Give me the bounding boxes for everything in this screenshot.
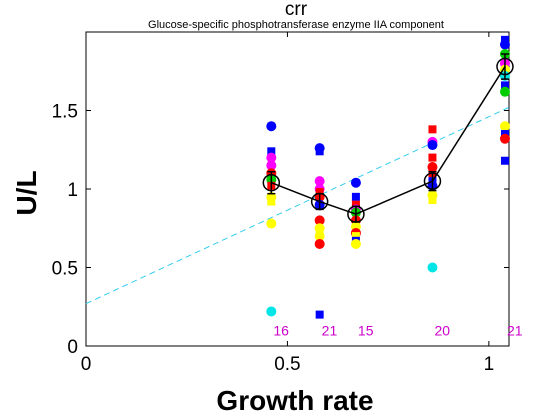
data-point-circle xyxy=(266,160,277,171)
data-point-circle xyxy=(266,121,277,132)
data-point-square xyxy=(500,156,509,165)
data-point-circle xyxy=(499,86,510,97)
data-point-circle xyxy=(314,238,325,249)
mean-line xyxy=(271,66,506,215)
data-point-circle xyxy=(350,177,361,188)
points-layer xyxy=(266,35,510,319)
ticks-layer: 0 0.5 1 0 0.5 1 1.5 xyxy=(52,32,509,375)
y-tick-label: 1 xyxy=(67,180,78,201)
y-tick-label: 0.5 xyxy=(52,259,78,280)
axes-box xyxy=(85,31,510,347)
x-tick-label: 0 xyxy=(81,354,92,375)
mean-marker xyxy=(347,205,365,223)
sample-count-label: 20 xyxy=(434,322,450,338)
data-point-circle xyxy=(266,306,277,317)
mean-line-layer xyxy=(262,53,514,223)
mean-marker xyxy=(310,192,329,211)
data-point-square xyxy=(267,197,276,206)
y-tick-label: 0 xyxy=(67,337,78,358)
data-point-square xyxy=(267,147,276,156)
y-tick-label: 1.5 xyxy=(52,102,78,123)
data-point-circle xyxy=(499,39,510,50)
data-point-square xyxy=(315,310,324,319)
count-label-layer: 16 21 15 20 21 xyxy=(273,322,522,338)
data-point-circle xyxy=(266,152,277,163)
data-point-circle xyxy=(499,133,510,144)
sample-count-label: 15 xyxy=(358,322,374,338)
mean-marker xyxy=(496,57,514,76)
data-point-square xyxy=(428,153,437,162)
plot-area: 16 21 15 20 21 0 0.5 1 0 0.5 1 1.5 xyxy=(52,31,523,375)
data-point-square xyxy=(315,147,324,156)
mean-marker xyxy=(423,172,442,190)
sample-count-label: 21 xyxy=(507,322,523,338)
chart-title: crr xyxy=(285,0,308,20)
data-point-square xyxy=(351,232,360,241)
data-point-square xyxy=(351,192,360,201)
y-axis-title: U/L xyxy=(11,170,42,215)
data-point-circle xyxy=(314,176,325,187)
data-point-circle xyxy=(427,262,438,273)
data-point-square xyxy=(500,81,509,90)
fit-line xyxy=(85,106,510,305)
x-tick-label: 1 xyxy=(484,354,495,375)
data-point-circle xyxy=(314,215,325,226)
data-point-circle xyxy=(499,121,510,132)
fit-line-layer xyxy=(85,106,510,305)
data-point-circle xyxy=(350,238,361,249)
data-point-square xyxy=(428,125,437,134)
mean-marker xyxy=(262,173,281,192)
sample-count-label: 16 xyxy=(273,322,289,338)
x-tick-label: 0.5 xyxy=(274,354,300,375)
data-point-circle xyxy=(266,218,277,229)
data-point-circle xyxy=(314,231,325,242)
sample-count-label: 21 xyxy=(322,322,338,338)
data-point-circle xyxy=(427,140,438,151)
data-point-square xyxy=(428,195,437,204)
chart-subtitle: Glucose-specific phosphotransferase enzy… xyxy=(148,19,444,31)
x-axis-title: Growth rate xyxy=(216,385,373,416)
